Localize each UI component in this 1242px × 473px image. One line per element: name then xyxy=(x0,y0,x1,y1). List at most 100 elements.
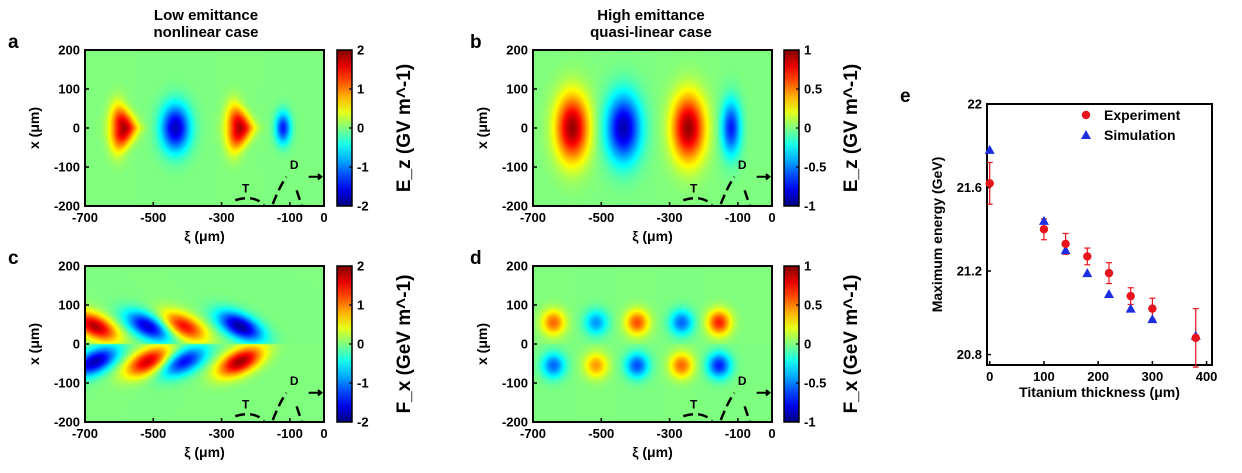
colorbar-label: F_x (GeV m^-1) xyxy=(841,275,862,414)
panel-letter: b xyxy=(470,32,482,53)
x-tick-label: 0 xyxy=(986,369,993,384)
y-tick-label: 21.6 xyxy=(957,180,982,195)
colorbar-tick-label: -1 xyxy=(804,199,816,214)
y-tick-label: -100 xyxy=(502,160,528,175)
plasma-boundary-curve xyxy=(682,176,751,207)
colorbar-tick-label: 1 xyxy=(357,298,364,313)
y-axis-label: Maximum energy (GeV) xyxy=(929,157,945,313)
y-tick-label: 22 xyxy=(968,97,982,112)
x-tick-label: -300 xyxy=(209,210,235,225)
y-tick-label: -200 xyxy=(502,199,528,214)
x-tick-label: -300 xyxy=(657,210,683,225)
heatmap-image xyxy=(533,50,772,206)
y-axis-label: x (μm) xyxy=(474,107,490,149)
y-tick-label: 200 xyxy=(506,43,528,58)
legend-marker-simulation xyxy=(1081,130,1091,139)
plasma-boundary-curve xyxy=(234,392,303,423)
simulation-point xyxy=(1038,215,1049,225)
y-tick-label: 200 xyxy=(58,259,80,274)
marker-label-d: D xyxy=(290,158,299,172)
colorbar-tick-label: -2 xyxy=(357,415,369,430)
column-a-title-line1: Low emittance xyxy=(154,7,258,24)
legend-label-simulation: Simulation xyxy=(1104,127,1176,143)
y-tick-label: 100 xyxy=(58,298,80,313)
x-tick-label: -700 xyxy=(72,426,98,441)
colorbar-tick-label: -1 xyxy=(357,376,369,391)
simulation-point xyxy=(984,144,995,154)
column-a-title-line2: nonlinear case xyxy=(153,24,258,41)
colorbar-label: F_x (GeV m^-1) xyxy=(394,275,415,414)
x-tick-label: -300 xyxy=(657,426,683,441)
marker-label-t: T xyxy=(690,397,698,411)
y-tick-label: 0 xyxy=(521,337,528,352)
y-axis-label: x (μm) xyxy=(26,107,42,149)
y-axis-label: x (μm) xyxy=(26,323,42,365)
colorbar-tick-label: 1 xyxy=(357,82,364,97)
x-tick-label: -500 xyxy=(588,426,614,441)
x-tick-label: -100 xyxy=(277,426,303,441)
colorbar-tick-label: 2 xyxy=(357,259,364,274)
y-tick-label: -200 xyxy=(54,199,80,214)
experiment-point xyxy=(1191,333,1200,343)
y-axis-label: x (μm) xyxy=(474,323,490,365)
colorbar-tick-label: 0 xyxy=(804,121,811,136)
simulation-point xyxy=(1082,268,1093,278)
colorbar-tick-label: -1 xyxy=(804,415,816,430)
simulation-point xyxy=(1103,289,1114,299)
x-tick-label: 0 xyxy=(768,426,775,441)
panel-a: a T D 200 100 0 -100 -200-700 -500 -300 -100 0 ξ (μm… xyxy=(8,32,415,244)
direction-arrow xyxy=(756,173,771,181)
direction-arrow xyxy=(756,389,771,397)
y-tick-label: 200 xyxy=(506,259,528,274)
y-tick-label: -100 xyxy=(54,160,80,175)
x-tick-label: -500 xyxy=(140,210,166,225)
direction-arrow xyxy=(308,389,323,397)
plasma-boundary-curve xyxy=(234,176,303,207)
colorbar-tick-label: -0.5 xyxy=(804,376,826,391)
marker-label-t: T xyxy=(242,397,250,411)
direction-arrow xyxy=(308,173,323,181)
marker-label-t: T xyxy=(690,181,698,195)
x-tick-label: -500 xyxy=(588,210,614,225)
x-tick-label: 300 xyxy=(1142,369,1164,384)
y-tick-label: 0 xyxy=(73,337,80,352)
simulation-point xyxy=(1125,303,1136,313)
column-b-title-line2: quasi-linear case xyxy=(590,24,712,41)
colorbar-tick-label: 2 xyxy=(357,43,364,58)
plot-frame xyxy=(986,103,1213,366)
x-tick-label: 400 xyxy=(1196,369,1218,384)
heatmap-image xyxy=(85,50,324,206)
x-tick-label: -100 xyxy=(277,210,303,225)
x-axis-label: ξ (μm) xyxy=(184,444,224,460)
panel-letter: e xyxy=(900,86,911,107)
panel-letter: d xyxy=(470,248,482,269)
y-tick-label: 200 xyxy=(58,43,80,58)
legend-marker-experiment xyxy=(1081,110,1091,120)
experiment-point xyxy=(985,179,994,188)
x-tick-label: 100 xyxy=(1033,369,1055,384)
marker-label-t: T xyxy=(242,181,250,195)
colorbar-tick-label: 1 xyxy=(804,259,811,274)
x-tick-label: 0 xyxy=(320,426,327,441)
experiment-point xyxy=(1083,252,1092,261)
colorbar-tick-label: -2 xyxy=(357,199,369,214)
x-axis-label: ξ (μm) xyxy=(632,444,672,460)
colorbar-label: E_z (GV m^-1) xyxy=(841,64,862,192)
panel-letter: a xyxy=(8,32,19,53)
x-tick-label: -700 xyxy=(520,210,546,225)
panel-letter: c xyxy=(8,248,19,269)
experiment-point xyxy=(1104,268,1114,278)
x-axis-label: ξ (μm) xyxy=(632,228,672,244)
x-tick-label: 200 xyxy=(1087,369,1109,384)
y-tick-label: -100 xyxy=(54,376,80,391)
legend-label-experiment: Experiment xyxy=(1104,107,1181,123)
experiment-point xyxy=(1148,304,1157,313)
experiment-point xyxy=(1126,291,1135,301)
colorbar-tick-label: 0 xyxy=(357,337,364,352)
colorbar-tick-label: 1 xyxy=(804,43,811,58)
x-tick-label: -300 xyxy=(209,426,235,441)
marker-label-d: D xyxy=(738,374,747,388)
colorbar-tick-label: 0.5 xyxy=(804,82,822,97)
colorbar-tick-label: 0 xyxy=(804,337,811,352)
